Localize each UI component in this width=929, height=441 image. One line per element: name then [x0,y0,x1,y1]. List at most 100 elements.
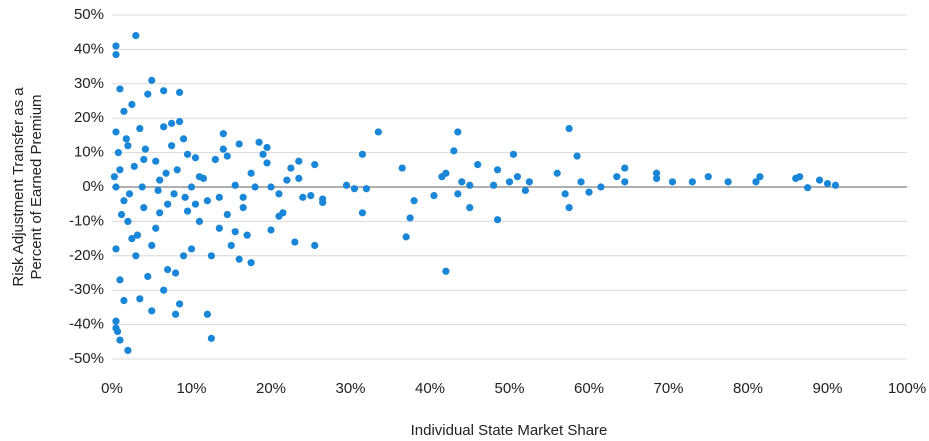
data-point [311,161,319,169]
data-point [160,87,168,95]
data-point [175,300,184,308]
data-point [223,152,231,160]
data-point [170,190,178,198]
y-tick-label: 20% [74,109,104,126]
data-point [585,188,593,196]
data-point [474,161,482,169]
data-point [577,178,585,186]
x-tick-label: 0% [101,380,123,397]
data-point [172,310,180,318]
data-point [116,166,124,174]
data-point [219,145,227,153]
data-point [144,272,152,281]
data-point [227,241,235,250]
data-point [792,174,800,182]
data-point [164,200,172,208]
data-point [112,324,120,332]
data-point [267,226,275,234]
y-tick-label: -20% [69,247,104,264]
data-point [195,173,204,181]
data-point [120,296,128,305]
y-tick-label: 30% [74,75,104,92]
data-point [239,204,247,212]
x-tick-label: 80% [733,380,763,397]
data-point [148,241,156,250]
data-point [125,190,134,198]
data-point [187,183,196,191]
data-point [299,193,307,201]
data-point [823,179,832,188]
data-point [307,192,315,200]
data-point [114,149,122,157]
data-point [154,186,162,195]
data-point [565,204,573,212]
data-point [173,166,181,174]
data-point [621,164,629,172]
data-point [311,241,319,250]
data-point [138,183,146,191]
data-point [175,118,184,126]
data-point [231,181,239,189]
data-point [442,267,450,275]
data-point [688,178,696,186]
data-point [168,119,176,127]
data-point [513,173,522,181]
y-tick-label: -50% [69,350,104,367]
data-point [275,190,283,198]
x-tick-label: 40% [415,380,445,397]
data-point [162,169,170,177]
data-point [668,178,677,186]
data-point [438,173,446,181]
data-point [128,100,136,109]
data-point [815,176,824,184]
data-point [140,204,148,212]
data-point [136,124,144,133]
y-tick-label: 10% [74,144,104,161]
data-point [430,192,438,200]
data-point [122,135,130,143]
data-point [561,190,569,198]
data-point [168,142,176,150]
data-point [247,259,255,267]
x-tick-label: 50% [494,380,524,397]
data-point [525,178,533,186]
y-tick-label: -30% [69,281,104,298]
data-point [175,88,184,96]
data-point [287,164,295,172]
data-point [291,238,299,246]
data-point [831,181,840,189]
data-point [179,135,188,143]
data-point [152,224,160,232]
x-tick-label: 70% [653,380,683,397]
data-point [509,150,518,158]
data-point [116,336,124,344]
data-point [263,143,271,152]
data-point [652,169,661,177]
data-point [458,178,466,186]
data-point [144,90,152,98]
data-point [117,210,126,219]
x-tick-label: 60% [574,380,604,397]
data-point [255,138,263,146]
data-point [263,159,271,167]
data-point [454,128,462,136]
data-point [756,173,764,181]
data-point [207,334,215,342]
data-point [116,276,124,284]
data-point [124,217,132,225]
data-point [215,224,223,232]
data-point [148,307,156,315]
data-point [652,174,661,182]
data-point [239,193,247,201]
data-point [358,150,367,158]
data-point [132,32,140,40]
data-point [573,152,581,160]
data-point [172,269,180,277]
data-point [112,317,120,325]
data-point [521,186,530,195]
data-point [235,140,243,148]
data-point [112,50,120,59]
data-point [211,155,219,164]
data-point [466,204,474,212]
